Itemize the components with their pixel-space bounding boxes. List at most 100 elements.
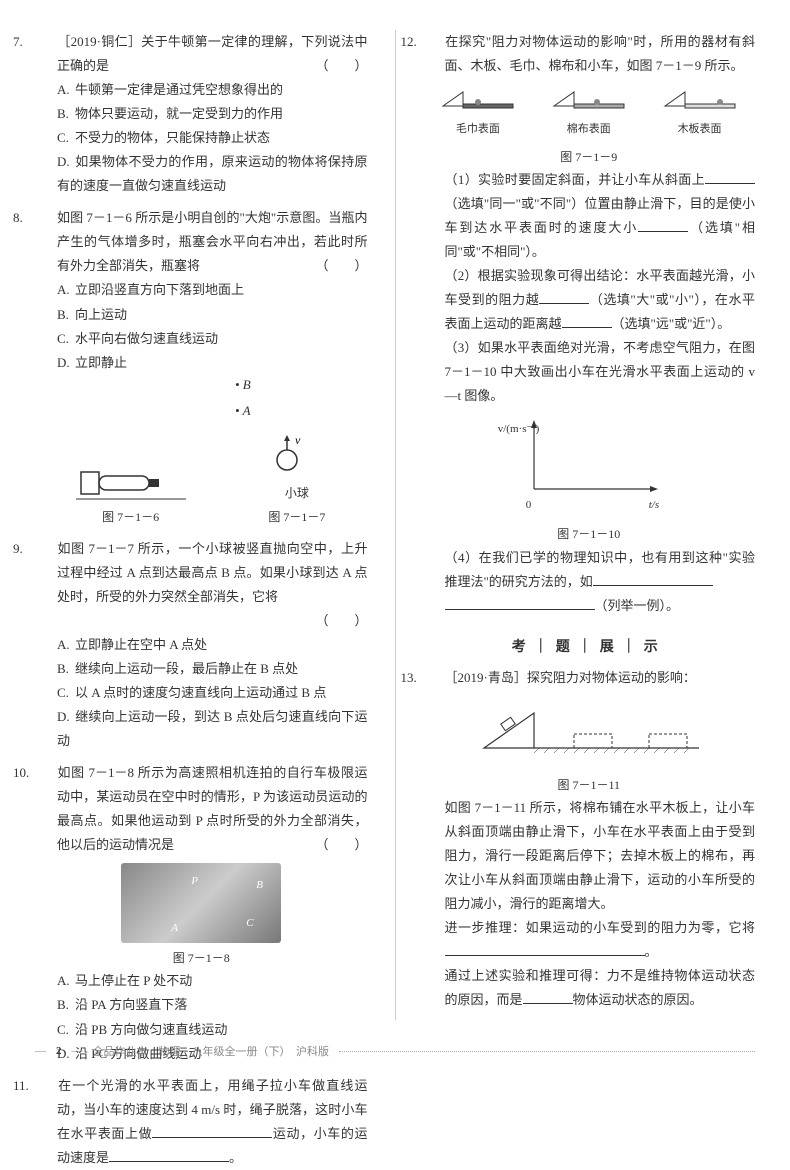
q7-source: ［2019·铜仁］ [57,34,141,49]
point-a: • A [235,401,368,422]
q10-opt-a: 马上停止在 P 处不动 [75,973,192,988]
point-b: • B [235,375,368,396]
q7-opt-b: 物体只要运动，就一定受到力的作用 [75,106,283,121]
fig6-caption: 图 7－1－6 [76,506,186,528]
question-10: 10.如图 7－1－8 所示为高速照相机连拍的自行车极限运动中，某运动员在空中时… [35,761,368,1066]
fig7-points: • B • A [35,375,368,423]
fig8-caption: 图 7－1－8 [35,947,368,969]
q8-options: A.立即沿竖直方向下落到地面上 B.向上运动 C.水平向右做匀速直线运动 D.立… [35,278,368,374]
q7-opt-d: 如果物体不受力的作用，原来运动的物体将保持原有的速度一直做匀速直线运动 [57,154,368,193]
surfaces-row: 毛巾表面 棉布表面 木板表面 [423,84,756,140]
fig7-caption: 图 7－1－7 [267,506,327,528]
fig10-caption: 图 7－1－10 [423,523,756,545]
vt-graph: v/(m·s⁻¹) 0 t/s [423,414,756,517]
surface-wood: 木板表面 [660,84,740,140]
figure-7-1-11 [423,698,756,766]
q13-para3: 通过上述实验和推理可得：力不是维持物体运动状态的原因，而是物体运动状态的原因。 [423,964,756,1012]
axis-x-label: t/s [649,495,659,515]
q7-opt-c: 不受力的物体，只能保持静止状态 [75,130,270,145]
q12-sub4: （4）在我们已学的物理知识中，也有用到这种"实验推理法"的研究方法的，如 （列举… [423,546,756,618]
q13-stem: 探究阻力对物体运动的影响： [527,670,696,685]
q10-opt-c: 沿 PB 方向做匀速直线运动 [75,1022,227,1037]
q10-number: 10. [35,761,57,785]
q9-bracket: （ ） [315,609,367,633]
q9-options: A.立即静止在空中 A 点处 B.继续向上运动一段，最后静止在 B 点处 C.以… [35,633,368,753]
q13-source: ［2019·青岛］ [445,670,527,685]
q12-sub3: （3）如果水平表面绝对光滑，不考虑空气阻力，在图 7－1－10 中大致画出小车在… [423,336,756,408]
blank [445,596,595,610]
q8-opt-c: 水平向右做匀速直线运动 [75,331,218,346]
q11-number: 11. [35,1074,57,1098]
question-11: 11.在一个光滑的水平表面上，用绳子拉小车做直线运动，当小车的速度达到 4 m/… [35,1074,368,1170]
q7-opt-a: 牛顿第一定律是通过凭空想象得出的 [75,82,283,97]
q9-opt-b: 继续向上运动一段，最后静止在 B 点处 [75,661,298,676]
q7-options: A.牛顿第一定律是通过凭空想象得出的 B.物体只要运动，就一定受到力的作用 C.… [35,78,368,198]
left-column: 7.［2019·铜仁］关于牛顿第一定律的理解，下列说法中正确的是（ ） A.牛顿… [35,30,368,1020]
q12-sub1: （1）实验时要固定斜面，并让小车从斜面上（选填"同一"或"不同"）位置由静止滑下… [423,168,756,264]
axis-y-label: v/(m·s⁻¹) [498,419,540,439]
page-content: 7.［2019·铜仁］关于牛顿第一定律的理解，下列说法中正确的是（ ） A.牛顿… [35,30,755,1020]
surface-towel: 毛巾表面 [438,84,518,140]
q8-opt-a: 立即沿竖直方向下落到地面上 [75,282,244,297]
q9-opt-d: 继续向上运动一段，到达 B 点处后匀速直线向下运动 [57,709,368,748]
question-12: 12.在探究"阻力对物体运动的影响"时，所用的器材有斜面、木板、毛巾、棉布和小车… [423,30,756,618]
blank [593,572,713,586]
q10-opt-b: 沿 PA 方向竖直下落 [75,997,187,1012]
ball-label: 小球 [267,482,327,504]
q13-para2: 进一步推理：如果运动的小车受到的阻力为零，它将。 [423,916,756,964]
q8-opt-b: 向上运动 [75,307,127,322]
q9-stem: 如图 7－1－7 所示，一个小球被竖直抛向空中，上升过程中经过 A 点到达最高点… [57,541,368,604]
q8-bracket: （ ） [337,254,367,278]
q12-sub2: （2）根据实验现象可得出结论：水平表面越光滑，小车受到的阻力越（选填"大"或"小… [423,264,756,336]
ramp-icon [549,84,629,112]
fig11-caption: 图 7－1－11 [423,774,756,796]
page-footer: — 2 — 全品作业本 物理 八年级全一册（下） 沪科版 [35,1043,755,1059]
question-13: 13.［2019·青岛］探究阻力对物体运动的影响： 图 7－1－11 如图 7－… [423,666,756,1013]
ramp-icon [438,84,518,112]
q9-opt-a: 立即静止在空中 A 点处 [75,637,207,652]
q9-number: 9. [35,537,57,561]
ramp-icon [660,84,740,112]
question-8: 8.如图 7－1－6 所示是小明自创的"大炮"示意图。当瓶内产生的气体增多时，瓶… [35,206,368,528]
column-divider [395,30,396,1020]
question-7: 7.［2019·铜仁］关于牛顿第一定律的理解，下列说法中正确的是（ ） A.牛顿… [35,30,368,198]
page-number: 2 [56,1045,62,1057]
figure-7-1-6: 图 7－1－6 [76,454,186,528]
axis-origin: 0 [526,495,532,515]
right-column: 12.在探究"阻力对物体运动的影响"时，所用的器材有斜面、木板、毛巾、棉布和小车… [423,30,756,1020]
blank [562,314,612,328]
ball-icon: v [267,430,327,480]
blank [638,218,688,232]
q11-stem3: 。 [229,1150,242,1165]
blank [445,942,645,956]
q8-number: 8. [35,206,57,230]
q13-para1: 如图 7－1－11 所示，将棉布铺在水平木板上，让小车从斜面顶端由静止滑下，小车… [423,796,756,916]
footer-text: 全品作业本 物理 八年级全一册（下） 沪科版 [93,1043,330,1059]
q12-number: 12. [423,30,445,54]
figure-7-1-8-photo: P A B C [121,863,281,943]
q11-blank1 [152,1124,272,1138]
blank [539,290,589,304]
q11-blank2 [109,1148,229,1162]
photo-b: B [256,875,263,895]
q7-bracket: （ ） [337,54,367,78]
figures-6-7: 图 7－1－6 v 小球 图 7－1－7 [35,430,368,528]
q10-bracket: （ ） [337,833,367,857]
cannon-icon [76,454,186,504]
blank [705,170,755,184]
question-9: 9.如图 7－1－7 所示，一个小球被竖直抛向空中，上升过程中经过 A 点到达最… [35,537,368,753]
photo-c: C [246,913,253,933]
q13-number: 13. [423,666,445,690]
figure-7-1-7: v 小球 图 7－1－7 [267,430,327,528]
footer-line [339,1051,755,1052]
section-title: 考｜题｜展｜示 [423,636,756,656]
ramp-experiment-icon [474,698,704,758]
fig9-caption: 图 7－1－9 [423,146,756,168]
q12-stem: 在探究"阻力对物体运动的影响"时，所用的器材有斜面、木板、毛巾、棉布和小车，如图… [445,34,756,73]
photo-p: P [191,871,198,891]
surface-cotton: 棉布表面 [549,84,629,140]
q7-number: 7. [35,30,57,54]
v-label: v [295,433,301,447]
q8-opt-d: 立即静止 [75,355,127,370]
q9-opt-c: 以 A 点时的速度匀速直线向上运动通过 B 点 [75,685,326,700]
